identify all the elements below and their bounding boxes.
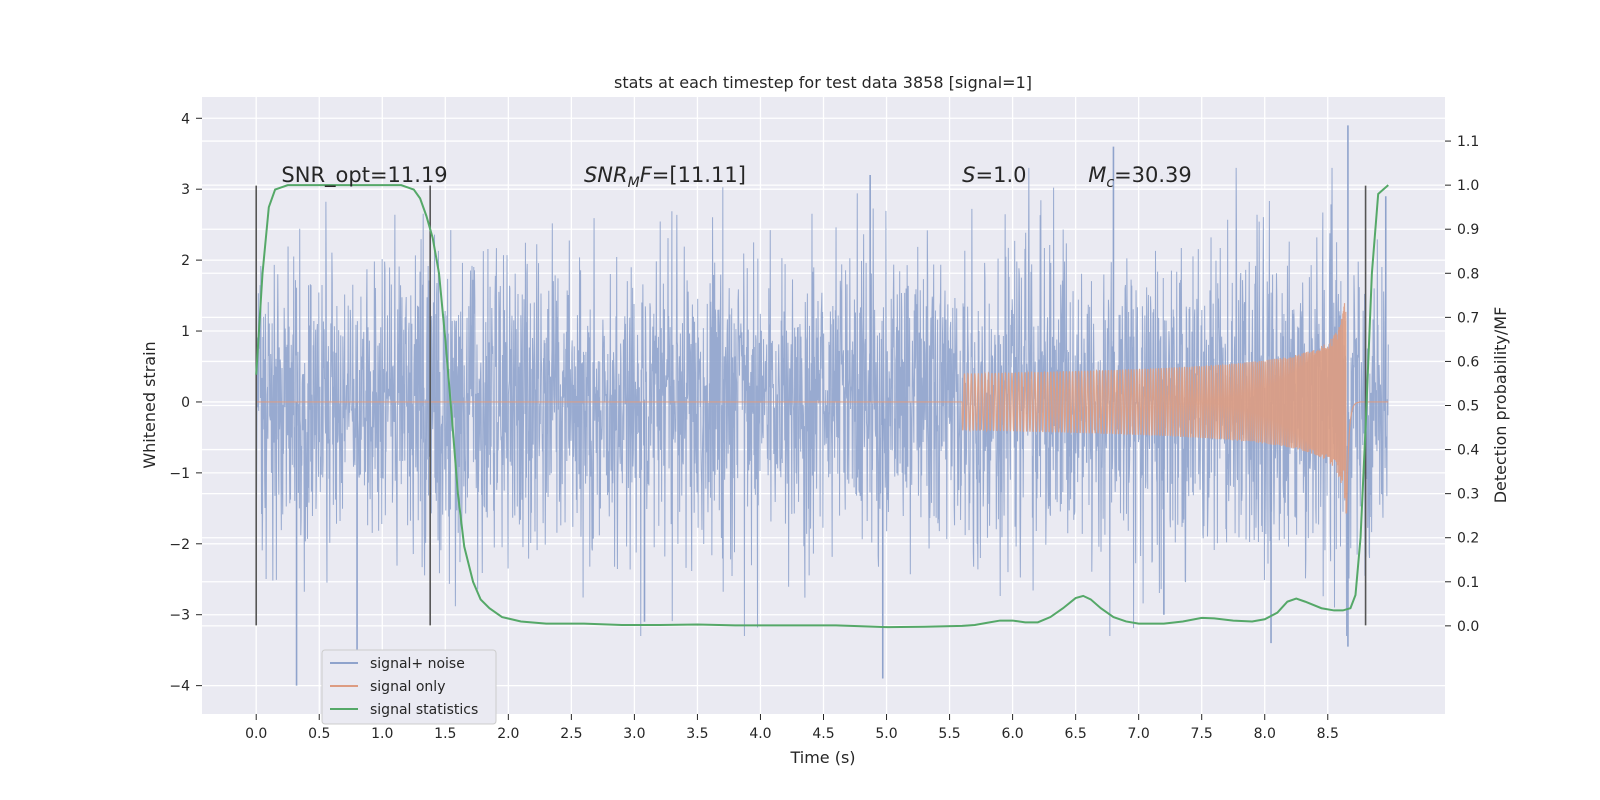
x-tick-label: 7.0 — [1128, 726, 1150, 742]
legend-label-signal-statistics: signal statistics — [370, 702, 478, 718]
x-tick-label: 2.5 — [560, 726, 582, 742]
y-right-tick-label: 1.0 — [1457, 178, 1479, 194]
x-tick-label: 8.5 — [1317, 726, 1339, 742]
noise-trace — [255, 167, 1389, 636]
legend: signal+ noise signal only signal statist… — [321, 649, 497, 725]
y-axis-label: Whitened strain — [140, 341, 159, 468]
y-right-tick-label: 0.4 — [1457, 443, 1479, 459]
x-tick-label: 5.0 — [875, 726, 897, 742]
x-tick-label: 1.0 — [371, 726, 393, 742]
x-axis-ticks: 0.0 0.5 1.0 1.5 2.0 2.5 3.0 3.5 4.0 4.5 5.0 5.5 6.0 6… — [245, 714, 1339, 742]
x-axis-label: Time (s) — [789, 748, 855, 767]
y-tick-label: −1 — [169, 466, 190, 482]
y-right-tick-label: 0.5 — [1457, 399, 1479, 415]
x-tick-label: 4.5 — [812, 726, 834, 742]
y-axis-right-ticks: 1.1 1.0 0.9 0.8 0.7 0.6 0.5 0.4 0.3 0.2 0.1 0.0 — [1445, 134, 1479, 635]
x-tick-label: 3.5 — [686, 726, 708, 742]
y-axis-ticks: 4 3 2 1 0 −1 −2 −3 −4 — [169, 111, 202, 695]
x-tick-label: 3.0 — [623, 726, 645, 742]
x-tick-label: 8.0 — [1254, 726, 1276, 742]
annotation-snr-opt: SNR_opt=11.19 — [281, 163, 447, 188]
signal-trace — [256, 303, 1389, 514]
series-signal-statistics — [255, 184, 1389, 629]
y-right-tick-label: 0.2 — [1457, 531, 1479, 547]
y-tick-label: −3 — [169, 608, 190, 624]
y-right-tick-label: 0.6 — [1457, 354, 1479, 370]
y-tick-label: 2 — [181, 253, 190, 269]
y-right-tick-label: 0.0 — [1457, 619, 1479, 635]
y-right-tick-label: 0.9 — [1457, 222, 1479, 238]
annotation-mc: Mc=30.39 — [1088, 163, 1192, 191]
x-tick-label: 6.0 — [1001, 726, 1023, 742]
x-tick-label: 4.0 — [749, 726, 771, 742]
x-tick-label: 1.5 — [434, 726, 456, 742]
noise-peaks — [295, 125, 1387, 686]
y-tick-label: −4 — [169, 679, 190, 695]
annotation-s: S=1.0 — [962, 163, 1026, 187]
y-right-tick-label: 0.8 — [1457, 266, 1479, 282]
x-tick-label: 7.5 — [1191, 726, 1213, 742]
x-tick-label: 5.5 — [938, 726, 960, 742]
legend-label-signal-plus-noise: signal+ noise — [370, 656, 465, 672]
y-right-tick-label: 0.1 — [1457, 575, 1479, 591]
statistics-trace — [255, 184, 1389, 629]
y-tick-label: 3 — [181, 182, 190, 198]
annotations: SNR_opt=11.19 SNRMF=[11.11] S=1.0 Mc=30.39 — [281, 163, 1191, 191]
y-tick-label: −2 — [169, 537, 190, 553]
y-right-tick-label: 0.7 — [1457, 310, 1479, 326]
series-signal-plus-noise — [255, 125, 1389, 686]
x-tick-label: 0.0 — [245, 726, 267, 742]
x-tick-label: 0.5 — [308, 726, 330, 742]
y-tick-label: 0 — [181, 395, 190, 411]
chart-title: stats at each timestep for test data 385… — [614, 73, 1032, 92]
series-signal-only — [256, 303, 1389, 514]
y-tick-label: 4 — [181, 111, 190, 127]
y-right-tick-label: 0.3 — [1457, 487, 1479, 503]
legend-box — [321, 649, 497, 725]
y-tick-label: 1 — [181, 324, 190, 340]
y-axis-right-label: Detection probability/MF — [1491, 307, 1510, 504]
x-tick-label: 2.0 — [497, 726, 519, 742]
x-tick-label: 6.5 — [1064, 726, 1086, 742]
annotation-snr-mf: SNRMF=[11.11] — [584, 163, 746, 191]
y-right-tick-label: 1.1 — [1457, 134, 1479, 150]
legend-label-signal-only: signal only — [370, 679, 445, 695]
